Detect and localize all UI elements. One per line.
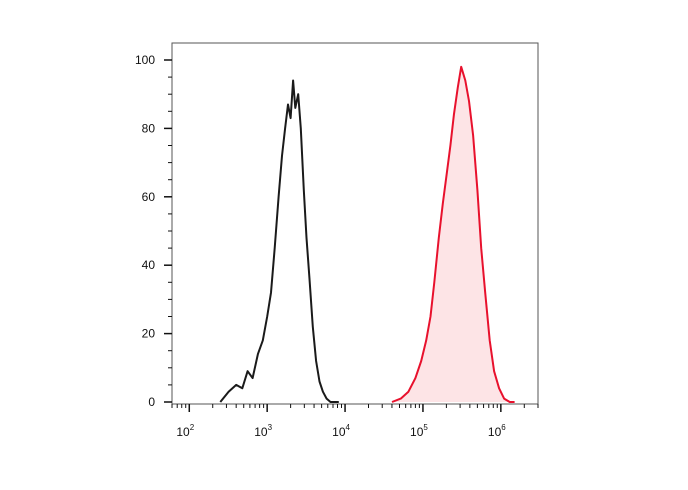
- y-tick-label-80: 80: [142, 121, 156, 135]
- x-axis: 102 103 104 105 106: [171, 404, 539, 439]
- y-tick-label-100: 100: [135, 53, 155, 67]
- x-tick-label-3: 103: [254, 423, 272, 439]
- series-1-line: [391, 65, 515, 403]
- y-tick-label-20: 20: [142, 327, 156, 341]
- plot-frame: [171, 42, 539, 405]
- x-tick-label-6: 106: [488, 423, 506, 439]
- series-layer: [219, 65, 515, 403]
- series-0-line: [219, 79, 339, 403]
- x-tick-label-2: 102: [176, 423, 194, 439]
- y-tick-label-0: 0: [148, 395, 155, 409]
- x-tick-label-5: 105: [410, 423, 428, 439]
- y-axis: 0 20 40 60 80 100: [135, 53, 172, 409]
- y-tick-label-60: 60: [142, 190, 156, 204]
- y-tick-label-40: 40: [142, 258, 156, 272]
- series-1-fill: [392, 66, 515, 403]
- x-tick-label-4: 104: [332, 423, 350, 439]
